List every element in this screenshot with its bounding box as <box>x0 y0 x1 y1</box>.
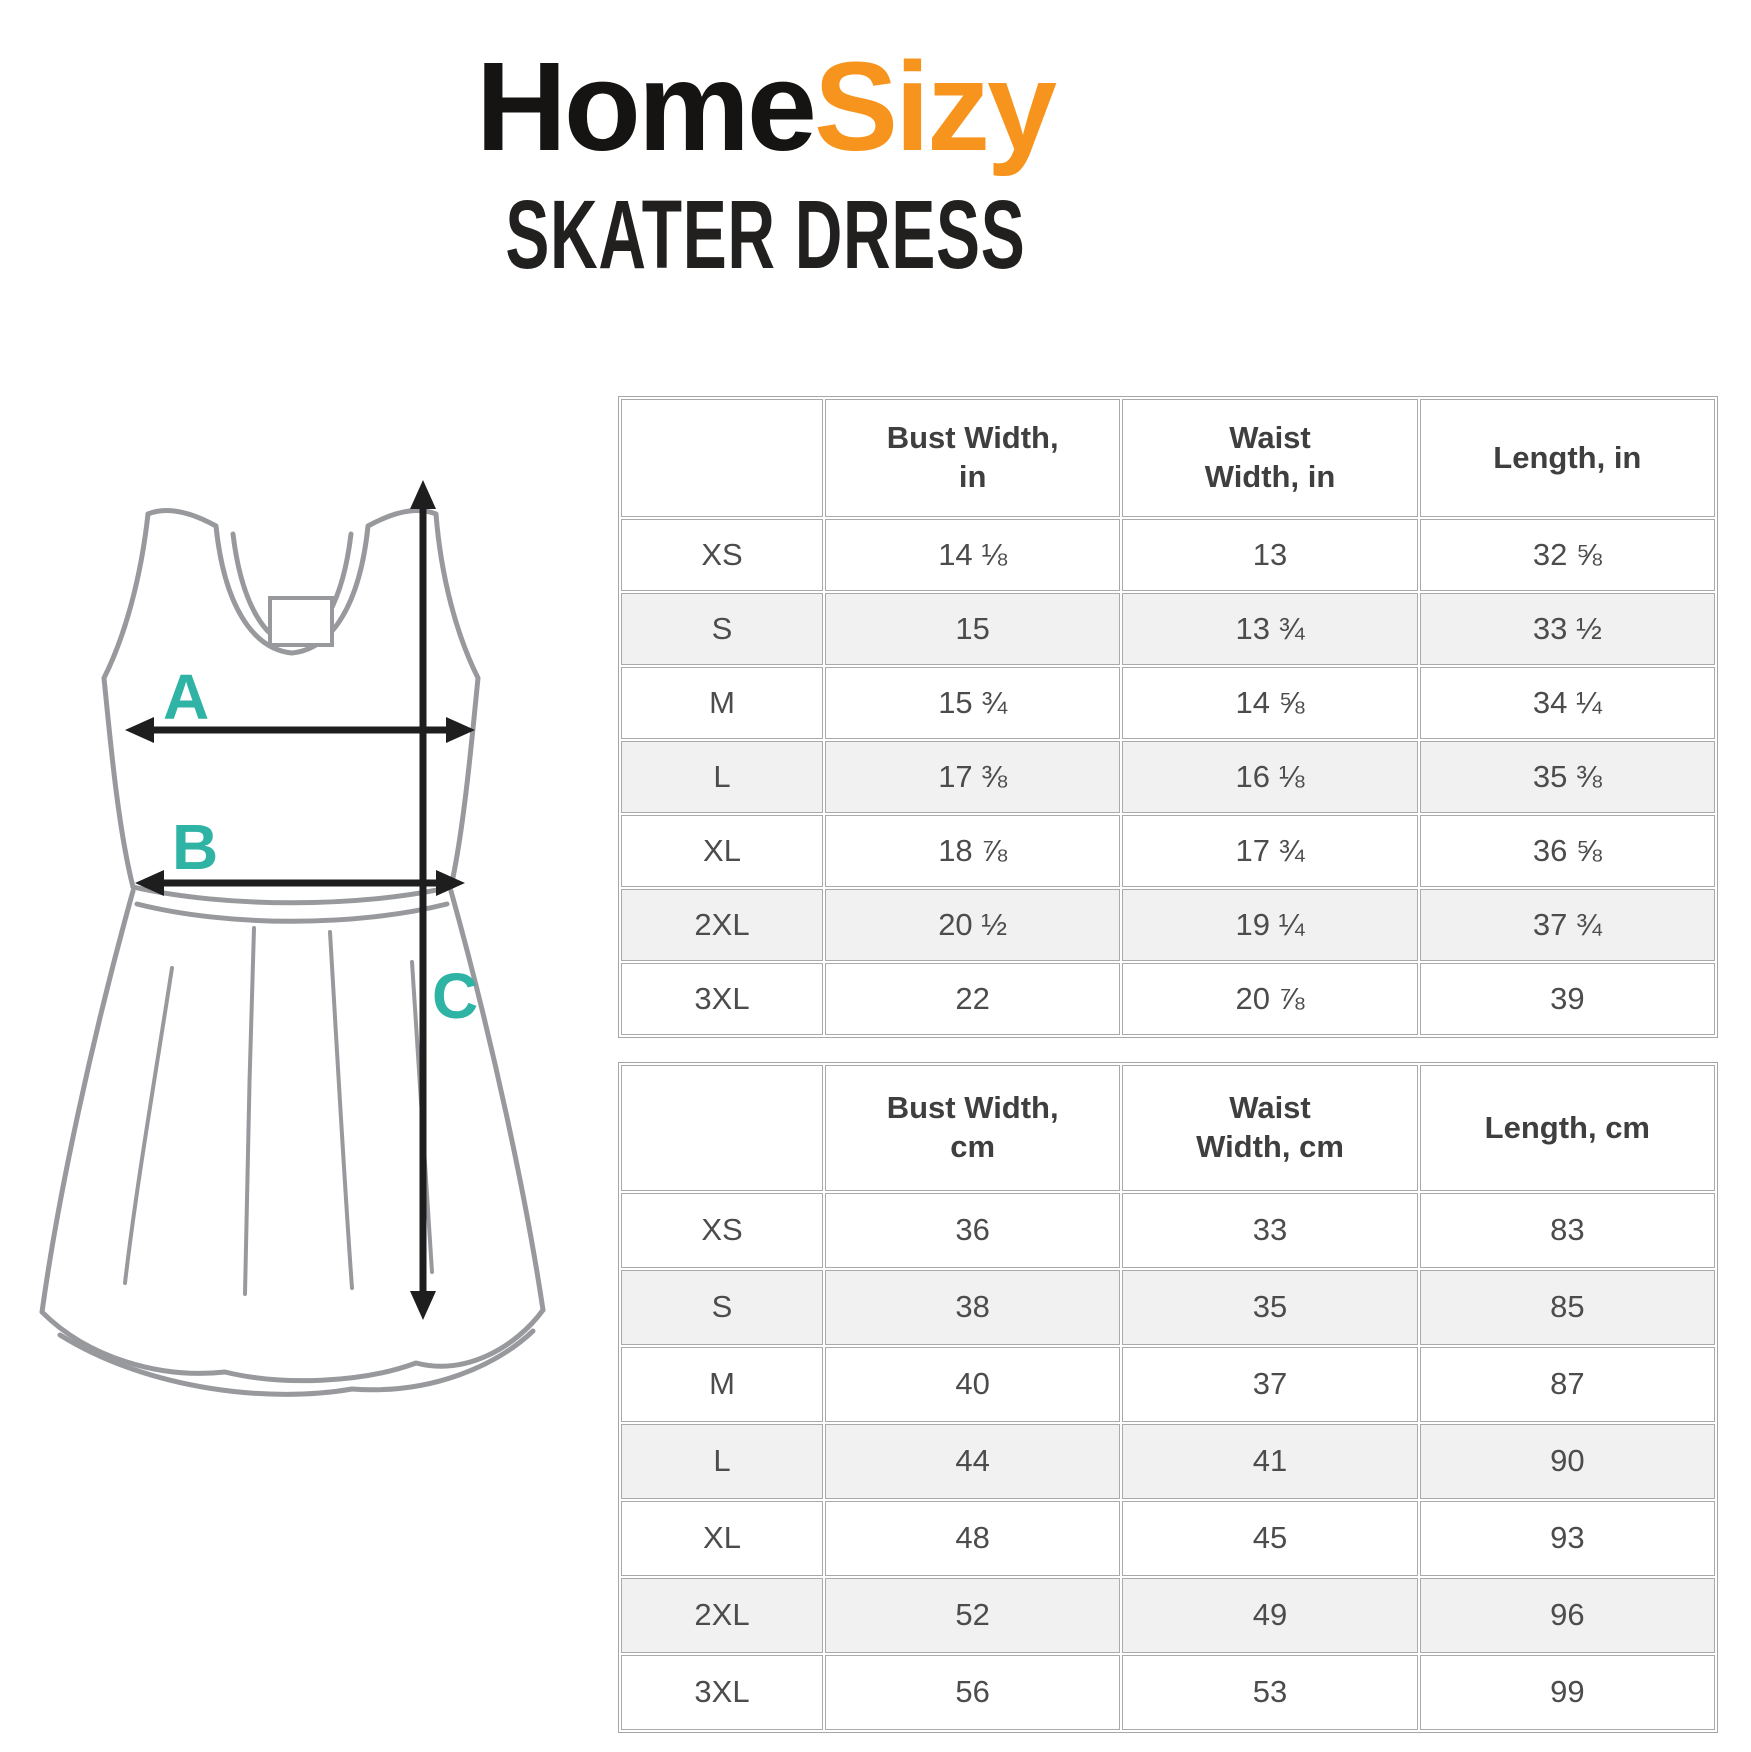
length-cell: 33 ½ <box>1419 593 1715 665</box>
length-cell: 39 <box>1419 963 1715 1035</box>
column-header: Length, in <box>1419 399 1715 517</box>
brand-name-secondary: Sizy <box>813 36 1057 177</box>
table-row: XS 36 33 83 <box>621 1193 1715 1268</box>
size-table-cm: Bust Width, cm Waist Width, cm Length, cm … <box>618 1062 1718 1733</box>
size-cell: 3XL <box>621 963 823 1035</box>
column-header <box>621 399 823 517</box>
table-row: 3XL 22 20 ⅞ 39 <box>621 963 1715 1035</box>
waist-label: B <box>172 811 218 883</box>
size-cell: S <box>621 1270 823 1345</box>
length-cell: 87 <box>1419 1347 1715 1422</box>
bust-cell: 48 <box>825 1501 1121 1576</box>
page-title: SKATER DRESS <box>504 179 1026 289</box>
bust-cell: 17 ⅜ <box>825 741 1121 813</box>
waist-cell: 19 ¼ <box>1122 889 1418 961</box>
length-arrow <box>410 480 436 1320</box>
column-header <box>621 1065 823 1191</box>
brand-name-primary: Home <box>475 36 817 177</box>
length-cell: 34 ¼ <box>1419 667 1715 739</box>
table-row: 2XL 52 49 96 <box>621 1578 1715 1653</box>
table-row: S 38 35 85 <box>621 1270 1715 1345</box>
waist-cell: 14 ⅝ <box>1122 667 1418 739</box>
size-cell: XS <box>621 1193 823 1268</box>
length-cell: 99 <box>1419 1655 1715 1730</box>
waist-cell: 20 ⅞ <box>1122 963 1418 1035</box>
size-cell: 2XL <box>621 1578 823 1653</box>
table-row: L 44 41 90 <box>621 1424 1715 1499</box>
table-header-row: Bust Width, cm Waist Width, cm Length, cm <box>621 1065 1715 1191</box>
size-cell: S <box>621 593 823 665</box>
waist-cell: 33 <box>1122 1193 1418 1268</box>
size-cell: XL <box>621 815 823 887</box>
bust-cell: 15 <box>825 593 1121 665</box>
bust-label: A <box>163 661 209 733</box>
waist-cell: 41 <box>1122 1424 1418 1499</box>
length-cell: 93 <box>1419 1501 1715 1576</box>
bust-cell: 18 ⅞ <box>825 815 1121 887</box>
length-cell: 36 ⅝ <box>1419 815 1715 887</box>
waist-cell: 16 ⅛ <box>1122 741 1418 813</box>
length-cell: 83 <box>1419 1193 1715 1268</box>
column-header: Bust Width, in <box>825 399 1121 517</box>
length-cell: 37 ¾ <box>1419 889 1715 961</box>
length-cell: 90 <box>1419 1424 1715 1499</box>
size-cell: XS <box>621 519 823 591</box>
size-cell: M <box>621 1347 823 1422</box>
size-cell: L <box>621 1424 823 1499</box>
size-table-inches: Bust Width, in Waist Width, in Length, in … <box>618 396 1718 1038</box>
size-cell: L <box>621 741 823 813</box>
size-cell: 3XL <box>621 1655 823 1730</box>
table-row: XL 18 ⅞ 17 ¾ 36 ⅝ <box>621 815 1715 887</box>
waist-cell: 37 <box>1122 1347 1418 1422</box>
bust-cell: 14 ⅛ <box>825 519 1121 591</box>
column-header: Waist Width, cm <box>1122 1065 1418 1191</box>
length-cell: 85 <box>1419 1270 1715 1345</box>
header: HomeSizy SKATER DRESS <box>0 36 1530 291</box>
bust-cell: 36 <box>825 1193 1121 1268</box>
bust-cell: 40 <box>825 1347 1121 1422</box>
waist-cell: 49 <box>1122 1578 1418 1653</box>
waist-arrow <box>135 870 465 896</box>
bust-cell: 22 <box>825 963 1121 1035</box>
dress-diagram: A B C <box>39 480 546 1397</box>
length-cell: 32 ⅝ <box>1419 519 1715 591</box>
size-cell: M <box>621 667 823 739</box>
table-row: M 15 ¾ 14 ⅝ 34 ¼ <box>621 667 1715 739</box>
column-header: Bust Width, cm <box>825 1065 1121 1191</box>
size-cell: 2XL <box>621 889 823 961</box>
brand-logo: HomeSizy <box>0 36 1530 177</box>
table-row: S 15 13 ¾ 33 ½ <box>621 593 1715 665</box>
table-row: XL 48 45 93 <box>621 1501 1715 1576</box>
product-title-wrap: SKATER DRESS <box>0 179 1530 291</box>
bust-cell: 15 ¾ <box>825 667 1121 739</box>
waist-cell: 13 ¾ <box>1122 593 1418 665</box>
table-row: XS 14 ⅛ 13 32 ⅝ <box>621 519 1715 591</box>
table-row: 3XL 56 53 99 <box>621 1655 1715 1730</box>
length-label: C <box>432 960 478 1032</box>
bust-cell: 56 <box>825 1655 1121 1730</box>
column-header: Waist Width, in <box>1122 399 1418 517</box>
size-cell: XL <box>621 1501 823 1576</box>
bust-cell: 44 <box>825 1424 1121 1499</box>
table-row: 2XL 20 ½ 19 ¼ 37 ¾ <box>621 889 1715 961</box>
bust-arrow <box>125 717 475 743</box>
table-row: L 17 ⅜ 16 ⅛ 35 ⅜ <box>621 741 1715 813</box>
length-cell: 96 <box>1419 1578 1715 1653</box>
table-row: M 40 37 87 <box>621 1347 1715 1422</box>
column-header: Length, cm <box>1419 1065 1715 1191</box>
table-header-row: Bust Width, in Waist Width, in Length, in <box>621 399 1715 517</box>
waist-cell: 53 <box>1122 1655 1418 1730</box>
bust-cell: 38 <box>825 1270 1121 1345</box>
dress-outline <box>39 508 546 1397</box>
waist-cell: 35 <box>1122 1270 1418 1345</box>
neck-tag <box>268 596 334 647</box>
waist-cell: 13 <box>1122 519 1418 591</box>
waist-cell: 17 ¾ <box>1122 815 1418 887</box>
bust-cell: 20 ½ <box>825 889 1121 961</box>
waist-cell: 45 <box>1122 1501 1418 1576</box>
length-cell: 35 ⅜ <box>1419 741 1715 813</box>
bust-cell: 52 <box>825 1578 1121 1653</box>
